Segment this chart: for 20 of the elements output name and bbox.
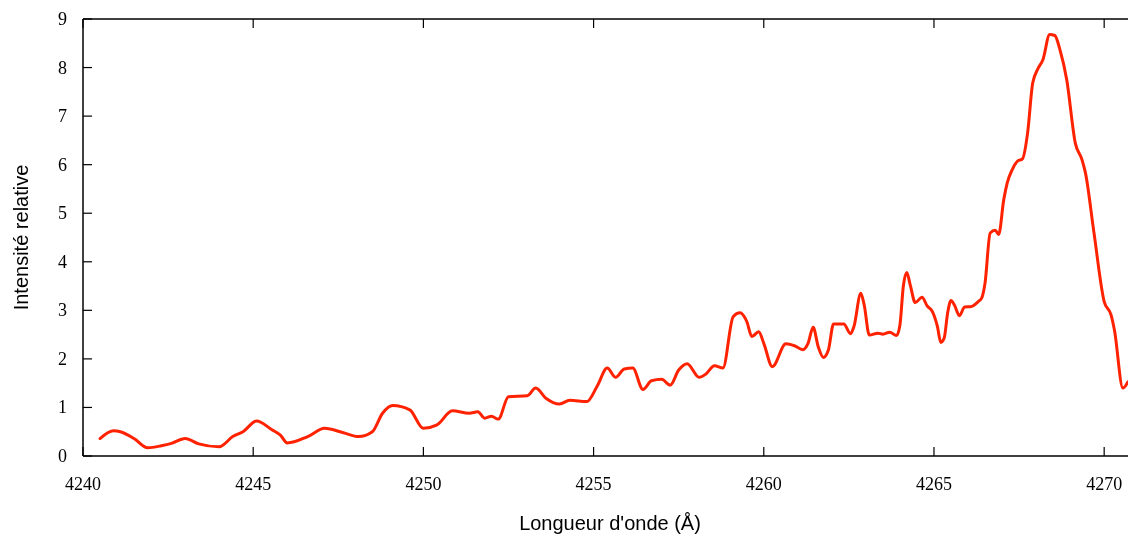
- y-axis-title: Intensité relative: [10, 164, 32, 311]
- y-tick-label: 5: [58, 203, 67, 224]
- y-tick-label: 4: [58, 251, 67, 272]
- y-tick-label: 2: [58, 348, 67, 369]
- y-tick-label: 6: [58, 154, 67, 175]
- x-tick-label: 4260: [745, 474, 782, 494]
- x-tick-label: 4270: [1086, 474, 1123, 494]
- line-series: [98, 33, 1128, 450]
- y-tick-label: 9: [58, 9, 67, 29]
- y-tick-label: 8: [58, 57, 67, 78]
- x-tick-label: 4240: [65, 474, 101, 494]
- x-axis-title: Longueur d'onde (Å): [519, 512, 701, 534]
- y-tick-label: 0: [58, 446, 67, 466]
- x-tick-label: 4255: [575, 474, 612, 494]
- x-tick-label: 4265: [915, 474, 952, 494]
- x-tick-label: 4250: [405, 474, 442, 494]
- y-tick-label: 7: [58, 106, 67, 127]
- y-tick-label: 1: [58, 397, 67, 418]
- y-tick-label: 3: [58, 300, 67, 321]
- x-tick-label: 4245: [235, 474, 272, 494]
